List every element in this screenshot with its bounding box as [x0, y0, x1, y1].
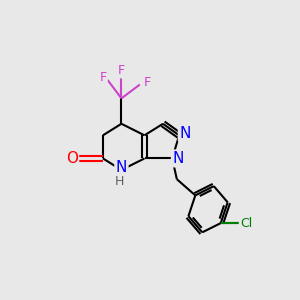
- Text: F: F: [118, 64, 125, 77]
- Text: H: H: [114, 175, 124, 188]
- Text: N: N: [172, 151, 184, 166]
- Text: O: O: [66, 151, 78, 166]
- Text: N: N: [116, 160, 127, 175]
- Text: F: F: [99, 71, 106, 84]
- Text: N: N: [179, 125, 190, 140]
- Text: F: F: [143, 76, 150, 89]
- Text: Cl: Cl: [240, 217, 252, 230]
